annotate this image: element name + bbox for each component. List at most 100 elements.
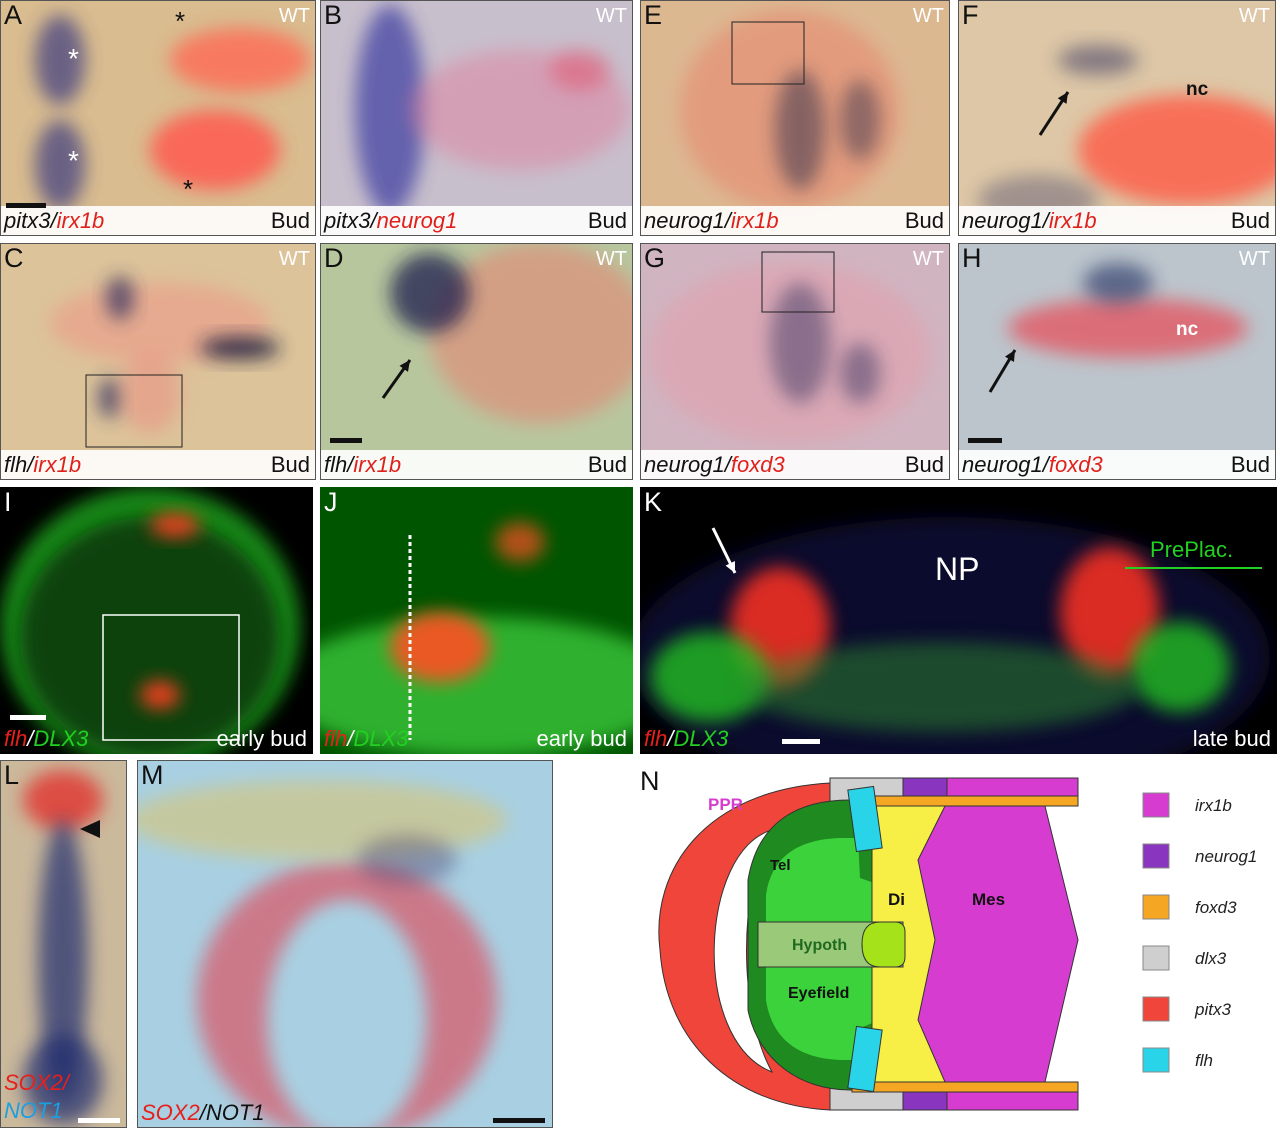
panel-border [137,760,553,1128]
genotype: WT [913,5,944,27]
gene-label: neurog1/foxd3 [644,452,785,477]
annotation: * [68,43,79,74]
gene-name: neurog1 [644,208,725,233]
panel-border [320,243,633,480]
stain [1060,547,1160,677]
image-panel: G WT Bud neurog1/foxd3 [640,243,950,480]
micrograph [137,760,553,1128]
gene-name: / [723,452,733,477]
stain [38,820,88,1100]
panel-border [958,0,1276,236]
scale-bar [6,203,46,208]
gene-label: pitx3/neurog1 [323,208,457,233]
stage: early bud [536,726,627,751]
region-label: PPR [708,795,743,814]
stage: Bud [905,452,944,477]
scale-bar [782,739,820,744]
legend: irx1b neurog1 foxd3 dlx3 pitx3 flh [1142,792,1257,1073]
micrograph [958,243,1276,480]
gene-label: SOX2/NOT1 [4,1070,71,1123]
stage: late bud [1193,726,1271,751]
legend-swatch [1142,945,1170,971]
stage: Bud [905,208,944,233]
stain [355,5,425,215]
legend-swatch [1142,894,1170,920]
gene-label: pitx3/irx1b [3,208,104,233]
image-panel: F WT Bud neurog1/irx1b nc [958,0,1276,236]
gene-name: flh [324,726,347,751]
panel-border [0,760,127,1128]
label-strip [321,450,632,479]
legend-swatch [1142,792,1170,818]
micrograph [640,487,1277,754]
panel-border [958,243,1276,480]
stain [1078,95,1276,205]
legend-swatch [1142,843,1170,869]
genotype: WT [596,248,627,270]
legend-swatch [1142,996,1170,1022]
gene-name: flh [4,726,27,751]
gene-label: flh/irx1b [324,452,401,477]
label-strip [959,206,1275,235]
gene-name: NOT1 [4,1098,63,1123]
image-panel: E WT Bud neurog1/irx1b [640,0,950,236]
gene-name: neurog1 [377,208,458,233]
gene-name: neurog1 [962,208,1043,233]
stain [495,522,545,562]
genotype: WT [913,248,944,270]
stage: Bud [1231,452,1270,477]
genotype: WT [1239,5,1270,27]
stain [23,770,103,830]
legend-label: foxd3 [1195,898,1237,917]
stain [430,243,633,423]
legend-swatch [1142,1047,1170,1073]
micrograph [958,0,1276,236]
label-strip [959,450,1275,479]
stain [106,276,134,320]
gene-name: DLX3 [33,726,89,751]
legend-label: flh [1195,1051,1213,1070]
panel-letter: M [141,760,164,790]
label-strip [1,450,315,479]
stage: Bud [1231,208,1270,233]
genotype: WT [1239,248,1270,270]
legend-label: dlx3 [1195,949,1227,968]
region-label: Mes [972,890,1005,909]
panel-letter: L [4,760,19,790]
gene-name: DLX3 [353,726,409,751]
stain [840,343,880,403]
stage: early bud [216,726,307,751]
gene-name: SOX2/ [4,1070,71,1095]
gene-name: flh [324,452,347,477]
stain [120,353,180,433]
inset-box [102,614,240,741]
stain [840,80,880,160]
arrow-head [725,561,735,573]
scale-bar [10,715,46,720]
stain [140,681,180,709]
gene-label: neurog1/irx1b [644,208,779,233]
gene-name: irx1b [33,452,81,477]
stain [200,336,280,360]
gene-name: irx1b [353,452,401,477]
gene-name: flh [644,726,667,751]
micrograph [0,487,313,754]
region-label: Hypoth [792,937,847,954]
stage: Bud [588,208,627,233]
panel-letter: D [324,243,344,273]
micrograph [320,243,633,480]
micrograph [320,487,633,754]
panel-border [640,0,950,236]
stain [550,50,610,90]
gene-name: foxd3 [1049,452,1104,477]
gene-name: / [25,452,35,477]
annotation: NP [935,551,979,587]
gene-label: SOX2/NOT1 [141,1100,265,1125]
genotype: WT [279,248,310,270]
stain [1008,298,1248,358]
annotation: nc [1176,319,1199,340]
gene-name: irx1b [1049,208,1097,233]
image-panel: M SOX2/NOT1 [137,760,553,1128]
image-panel: L SOX2/NOT1 [0,760,127,1128]
